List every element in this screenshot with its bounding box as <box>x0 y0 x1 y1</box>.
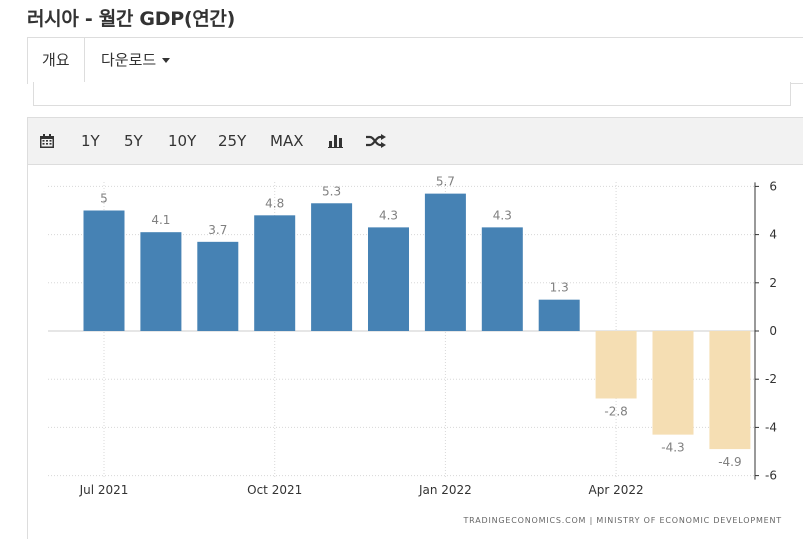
tab-overview[interactable]: 개요 <box>27 38 85 84</box>
bar <box>538 299 580 331</box>
range-10y-button[interactable]: 10Y <box>168 132 197 150</box>
chart-frame <box>27 117 803 539</box>
y-tick-label: -6 <box>765 469 777 483</box>
chart-y-axis: 6 4 2 0 -2 -4 -6 <box>754 179 777 483</box>
bar <box>368 227 409 331</box>
range-25y-button[interactable]: 25Y <box>218 132 247 150</box>
x-tick-label: Jul 2021 <box>79 483 129 497</box>
tab-overview-label: 개요 <box>42 51 70 69</box>
bar-data-label: 5.3 <box>322 184 341 198</box>
y-tick-label: 2 <box>769 276 777 290</box>
bar-data-label: 4.8 <box>265 196 284 210</box>
bar-data-label: -2.8 <box>604 404 627 418</box>
bar-data-label: 5.7 <box>436 175 455 189</box>
bar <box>481 227 523 331</box>
range-1y-button[interactable]: 1Y <box>81 132 100 150</box>
chart-x-axis: Jul 2021 Oct 2021 Jan 2022 Apr 2022 <box>79 483 644 497</box>
bar <box>424 193 466 331</box>
range-5y-button[interactable]: 5Y <box>124 132 143 150</box>
x-tick-label: Oct 2021 <box>247 483 302 497</box>
bar-data-label: 4.3 <box>379 208 398 222</box>
chart-toolbar: 1Y 5Y 10Y 25Y MAX <box>28 118 803 165</box>
bar-data-label: 3.7 <box>208 223 227 237</box>
shuffle-icon[interactable] <box>366 118 386 164</box>
bar-data-label: 4.3 <box>493 208 512 222</box>
bar <box>311 203 353 331</box>
chart-bars <box>83 193 751 450</box>
y-tick-label: -2 <box>765 372 777 386</box>
overview-panel <box>33 82 791 106</box>
bar-data-label: 1.3 <box>550 281 569 295</box>
bar <box>652 331 694 435</box>
y-tick-label: 6 <box>769 179 777 193</box>
range-max-button[interactable]: MAX <box>270 132 304 150</box>
tab-download[interactable]: 다운로드 <box>87 38 184 83</box>
y-tick-label: 4 <box>769 228 777 242</box>
page-title: 러시아 - 월간 GDP(연간) <box>27 8 235 30</box>
bar-data-label: 4.1 <box>151 213 170 227</box>
caret-down-icon <box>162 58 171 63</box>
bar-data-label: -4.9 <box>718 455 741 469</box>
bar <box>709 331 751 450</box>
x-tick-label: Jan 2022 <box>418 483 472 497</box>
y-tick-label: -4 <box>765 420 777 434</box>
calendar-icon[interactable] <box>40 118 54 164</box>
bar <box>83 210 125 331</box>
bar-data-label: -4.3 <box>661 441 684 455</box>
x-tick-label: Apr 2022 <box>589 483 644 497</box>
y-tick-label: 0 <box>769 324 777 338</box>
bar <box>595 331 637 399</box>
chart-data-labels: 5 4.1 3.7 4.8 5.3 4.3 5.7 4.3 1.3 -2.8 -4.3 -4.9 <box>100 175 741 469</box>
bar <box>140 232 182 331</box>
tab-download-label: 다운로드 <box>101 51 157 69</box>
bar <box>197 241 239 331</box>
bar-chart-icon[interactable] <box>328 118 343 164</box>
bar <box>254 215 296 331</box>
bar-data-label: 5 <box>100 192 108 206</box>
chart-source: TRADINGECONOMICS.COM | MINISTRY OF ECONO… <box>463 516 782 525</box>
